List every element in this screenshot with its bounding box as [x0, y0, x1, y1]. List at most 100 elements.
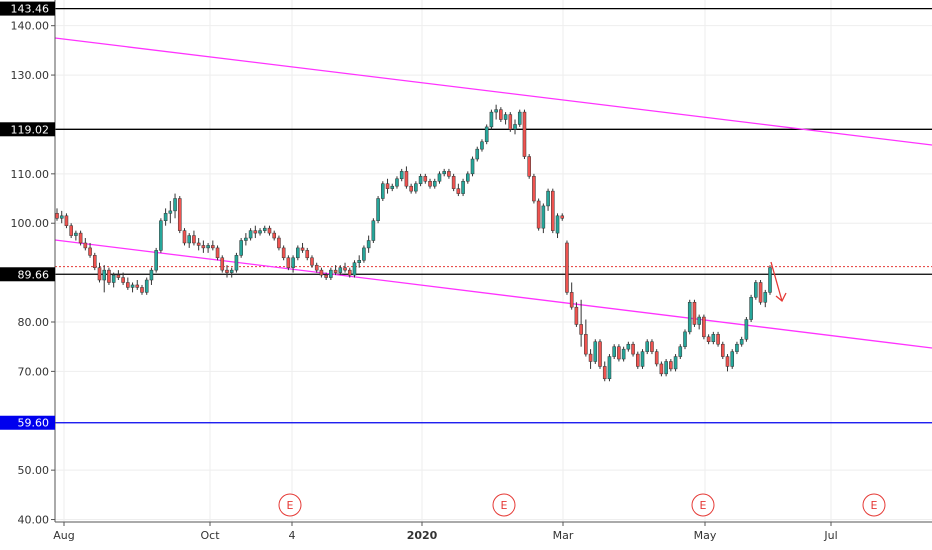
- x-tick-label: Mar: [553, 529, 574, 542]
- candle-body: [390, 185, 395, 189]
- candle-body: [461, 180, 465, 194]
- candle-body: [253, 230, 258, 234]
- candle-body: [447, 171, 451, 177]
- level-label: 119.02: [11, 123, 50, 136]
- earnings-marker-icon[interactable]: [691, 493, 715, 517]
- candle-body: [763, 292, 768, 303]
- projection-arrow[interactable]: [770, 261, 787, 303]
- candle-body: [64, 215, 69, 226]
- candle-body: [541, 205, 546, 229]
- candle-body: [706, 336, 711, 342]
- candle-body: [385, 183, 390, 189]
- level-label-box: [0, 415, 55, 430]
- candle-body: [664, 361, 668, 375]
- earnings-marker-icon[interactable]: [492, 493, 516, 517]
- candle-body: [513, 124, 517, 130]
- candle-body: [607, 356, 612, 380]
- candle-body: [428, 180, 432, 187]
- candle-body: [371, 220, 376, 241]
- candle-body: [631, 343, 635, 355]
- candle-body: [470, 158, 475, 175]
- candle-body: [262, 227, 267, 231]
- candle-body: [621, 348, 626, 360]
- candle-body: [749, 297, 753, 320]
- candle-body: [739, 339, 744, 345]
- candle-body: [565, 242, 569, 293]
- candle-body: [376, 198, 380, 222]
- candle-body: [126, 282, 130, 288]
- candle-body: [645, 341, 650, 352]
- candle-body: [617, 346, 621, 360]
- y-tick-label: 70.00: [18, 365, 50, 378]
- candle-body: [59, 215, 64, 219]
- candle-body: [673, 356, 678, 370]
- candle-body: [244, 237, 248, 241]
- candle-body: [154, 250, 158, 271]
- earnings-marker-label: E: [871, 499, 878, 512]
- candle-body: [409, 185, 413, 192]
- candle-body: [149, 269, 154, 281]
- earnings-marker-icon[interactable]: [862, 493, 886, 517]
- candle-body: [602, 366, 607, 380]
- earnings-marker-icon[interactable]: [278, 493, 302, 517]
- y-tick-label: 40.00: [18, 514, 50, 527]
- candle-body: [569, 292, 574, 308]
- candle-body: [489, 111, 494, 128]
- candle-body: [730, 351, 735, 367]
- candle-body: [626, 343, 631, 350]
- candle-body: [286, 257, 291, 268]
- candle-body: [296, 247, 300, 259]
- candle-body: [366, 240, 371, 249]
- candle-body: [300, 247, 305, 251]
- y-tick-label: 110.00: [11, 168, 50, 181]
- candle-body: [683, 331, 687, 347]
- candle-body: [725, 356, 730, 367]
- y-tick-label: 130.00: [11, 69, 50, 82]
- level-label: 143.46: [11, 3, 50, 16]
- earnings-marker-label: E: [700, 499, 707, 512]
- x-tick-label: Aug: [53, 529, 74, 542]
- candle-body: [88, 247, 92, 256]
- arrow-head-icon: [775, 292, 787, 303]
- upper-trendline[interactable]: [54, 37, 932, 146]
- y-tick-label: 140.00: [11, 20, 50, 33]
- candle-body: [201, 245, 206, 249]
- candle-body: [503, 114, 508, 120]
- candle-body: [636, 353, 640, 367]
- candle-body: [130, 284, 135, 288]
- candle-body: [744, 319, 749, 340]
- candle-body: [163, 213, 168, 222]
- candle-body: [305, 250, 310, 259]
- x-tick-label: 2020: [407, 529, 438, 542]
- candle-body: [654, 351, 659, 365]
- candle-body: [579, 324, 583, 335]
- candle-body: [177, 198, 182, 231]
- candle-body: [352, 262, 357, 276]
- candle-body: [499, 109, 503, 120]
- candle-body: [192, 235, 196, 244]
- candle-body: [551, 190, 555, 231]
- candle-body: [697, 316, 701, 325]
- candle-body: [593, 341, 598, 362]
- candle-body: [418, 176, 423, 184]
- candle-body: [692, 301, 697, 325]
- candle-body: [78, 232, 83, 244]
- candle-body: [248, 230, 253, 239]
- candle-body: [508, 114, 513, 130]
- candle-body: [466, 173, 470, 182]
- candle-body: [669, 361, 673, 370]
- candle-body: [437, 173, 442, 182]
- candle-body: [220, 257, 225, 271]
- candle-body: [532, 176, 536, 202]
- candle-body: [140, 287, 144, 293]
- candle-body: [716, 334, 720, 345]
- level-label: 59.60: [18, 417, 50, 430]
- candle-body: [432, 180, 437, 187]
- lower-trendline[interactable]: [54, 239, 932, 349]
- candle-body: [92, 255, 97, 268]
- candle-body: [272, 232, 276, 239]
- candle-body: [111, 274, 116, 283]
- candle-body: [229, 269, 234, 273]
- candle-body: [574, 306, 579, 325]
